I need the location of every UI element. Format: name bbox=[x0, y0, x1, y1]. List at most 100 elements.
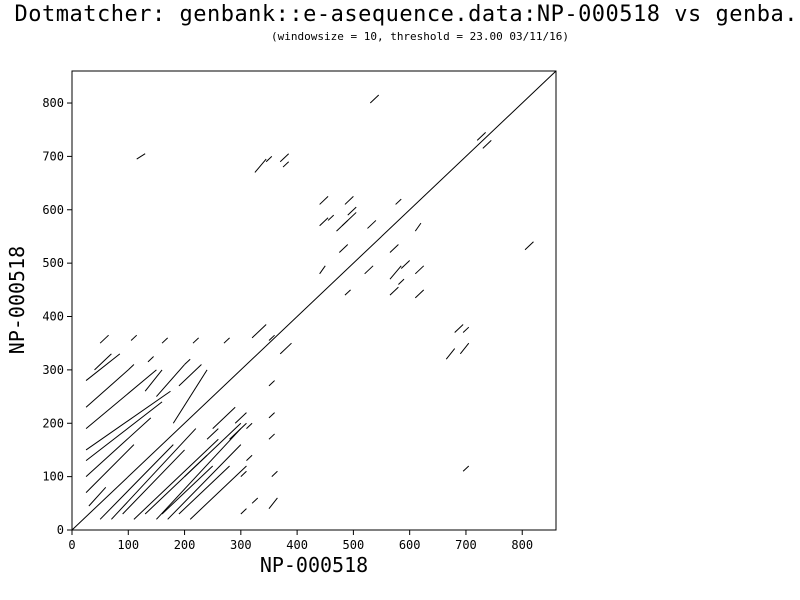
match-segment bbox=[147, 356, 154, 363]
match-segment bbox=[268, 412, 275, 419]
match-segment bbox=[133, 438, 219, 520]
match-segment bbox=[476, 132, 486, 141]
match-segment bbox=[462, 326, 470, 333]
match-segment bbox=[85, 444, 135, 493]
match-segment bbox=[85, 401, 163, 462]
match-segment bbox=[178, 364, 202, 387]
match-segment bbox=[389, 286, 399, 296]
match-segment bbox=[389, 265, 402, 280]
x-tick-label: 600 bbox=[399, 538, 421, 552]
match-segment bbox=[229, 422, 247, 440]
match-segment bbox=[414, 222, 422, 232]
match-segment bbox=[111, 428, 197, 520]
y-tick-label: 400 bbox=[42, 310, 64, 324]
match-segment bbox=[240, 470, 247, 477]
x-tick-label: 700 bbox=[455, 538, 477, 552]
match-segment bbox=[327, 214, 335, 221]
match-segment bbox=[234, 412, 247, 424]
match-segment bbox=[206, 428, 219, 440]
y-axis: 0 100 200 300 400 500 600 700 800 bbox=[42, 96, 72, 537]
match-segment bbox=[282, 161, 290, 168]
match-segment bbox=[400, 260, 411, 269]
match-segment bbox=[94, 353, 112, 371]
match-segment bbox=[319, 217, 329, 227]
y-axis-title: NP-000518 bbox=[5, 246, 29, 354]
chart-subtitle: (windowsize = 10, threshold = 23.00 03/1… bbox=[270, 30, 569, 43]
match-segment bbox=[319, 265, 326, 275]
match-segment bbox=[144, 369, 163, 392]
match-segment bbox=[246, 422, 253, 429]
match-segment bbox=[445, 348, 456, 360]
x-axis-title: NP-000518 bbox=[260, 553, 368, 577]
match-segment bbox=[167, 444, 242, 520]
match-segment bbox=[462, 465, 470, 472]
match-segment bbox=[223, 337, 230, 344]
match-segment bbox=[279, 342, 292, 355]
match-segment bbox=[251, 324, 267, 339]
match-segment bbox=[459, 342, 470, 355]
x-tick-label: 800 bbox=[511, 538, 533, 552]
main-diagonal-match bbox=[71, 70, 557, 531]
match-segment bbox=[268, 334, 275, 341]
x-tick-label: 300 bbox=[230, 538, 252, 552]
y-tick-label: 300 bbox=[42, 363, 64, 377]
match-segment bbox=[279, 153, 290, 163]
match-segment bbox=[268, 497, 278, 509]
match-segment bbox=[268, 433, 275, 440]
chart-title: Dotmatcher: genbank::e-asequence.data:NP… bbox=[14, 2, 800, 27]
x-axis: 0 100 200 300 400 500 600 700 800 bbox=[68, 530, 533, 552]
match-segment bbox=[88, 486, 107, 507]
match-segment bbox=[482, 140, 492, 149]
match-segment bbox=[85, 417, 152, 477]
match-segment bbox=[99, 334, 109, 344]
match-segment bbox=[265, 156, 273, 163]
match-segment bbox=[99, 444, 174, 520]
match-segment bbox=[85, 369, 157, 429]
match-segment bbox=[344, 196, 354, 205]
match-segment bbox=[364, 265, 374, 275]
match-segment bbox=[85, 390, 171, 451]
match-segment bbox=[85, 369, 129, 408]
match-segment bbox=[369, 94, 380, 104]
match-segment bbox=[367, 220, 377, 229]
match-segment bbox=[240, 508, 247, 515]
match-segment bbox=[178, 465, 230, 515]
match-segment bbox=[172, 369, 208, 424]
match-segment bbox=[414, 265, 425, 275]
match-segment bbox=[246, 454, 253, 461]
plot-frame bbox=[71, 70, 557, 531]
y-tick-label: 200 bbox=[42, 416, 64, 430]
x-tick-label: 400 bbox=[286, 538, 308, 552]
match-segment bbox=[389, 244, 399, 253]
x-tick-label: 500 bbox=[343, 538, 365, 552]
match-segment bbox=[122, 449, 185, 515]
match-segment bbox=[268, 380, 275, 387]
match-segment bbox=[212, 406, 236, 429]
match-segment bbox=[184, 422, 242, 477]
match-segment bbox=[398, 278, 405, 285]
x-tick-label: 0 bbox=[68, 538, 75, 552]
match-segment bbox=[136, 153, 146, 160]
match-segment bbox=[127, 364, 135, 371]
match-segment bbox=[189, 465, 247, 520]
dotplot-marks bbox=[71, 70, 557, 531]
match-segment bbox=[184, 358, 191, 365]
match-segment bbox=[454, 324, 464, 333]
match-segment bbox=[192, 337, 199, 344]
match-segment bbox=[414, 289, 425, 299]
y-tick-label: 700 bbox=[42, 149, 64, 163]
y-tick-label: 100 bbox=[42, 470, 64, 484]
match-segment bbox=[161, 337, 169, 344]
match-segment bbox=[524, 241, 534, 251]
match-segment bbox=[341, 212, 357, 227]
y-tick-label: 0 bbox=[57, 523, 64, 537]
match-segment bbox=[85, 353, 121, 381]
match-segment bbox=[254, 158, 267, 173]
match-segment bbox=[156, 428, 242, 520]
x-tick-label: 100 bbox=[117, 538, 139, 552]
match-segment bbox=[344, 289, 351, 296]
match-segment bbox=[338, 244, 349, 253]
y-tick-label: 600 bbox=[42, 203, 64, 217]
match-segment bbox=[161, 465, 214, 515]
